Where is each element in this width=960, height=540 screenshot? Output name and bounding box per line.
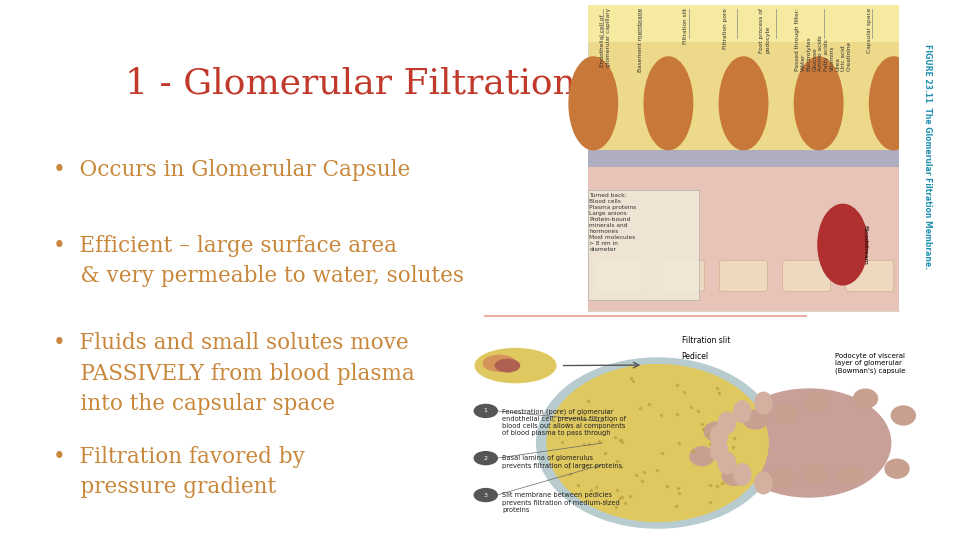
Text: Basement membrane: Basement membrane — [638, 8, 643, 72]
FancyBboxPatch shape — [588, 190, 699, 300]
Circle shape — [474, 404, 497, 417]
Ellipse shape — [733, 401, 751, 422]
Text: Fenestration (pore) of glomerular
endothelial cell; prevents filtration of
blood: Fenestration (pore) of glomerular endoth… — [502, 408, 626, 436]
Ellipse shape — [728, 389, 891, 497]
FancyBboxPatch shape — [720, 260, 768, 292]
Text: Filtration slit: Filtration slit — [683, 8, 687, 44]
Ellipse shape — [483, 355, 516, 372]
Ellipse shape — [710, 439, 728, 461]
Ellipse shape — [710, 426, 728, 447]
Ellipse shape — [547, 364, 768, 521]
Ellipse shape — [885, 459, 909, 478]
FancyBboxPatch shape — [588, 164, 899, 310]
Text: Passed through filter:
Water
Electrolytes
Glucose
Amino acids
Fatty acids
Vitami: Passed through filter: Water Electrolyte… — [795, 8, 852, 71]
Ellipse shape — [839, 466, 863, 485]
FancyBboxPatch shape — [588, 5, 899, 42]
Ellipse shape — [475, 349, 556, 382]
Text: Capsular space: Capsular space — [867, 8, 872, 53]
Text: 3: 3 — [484, 492, 488, 497]
Text: FIGURE 23.11  The Glomerular Filtration Membrane.: FIGURE 23.11 The Glomerular Filtration M… — [923, 44, 932, 269]
Ellipse shape — [794, 57, 843, 150]
Ellipse shape — [770, 468, 794, 487]
Text: Slit membrane between pedicles
prevents filtration of medium-sized
proteins: Slit membrane between pedicles prevents … — [502, 492, 620, 513]
Text: •  Filtration favored by
    pressure gradient: • Filtration favored by pressure gradien… — [53, 446, 304, 498]
FancyBboxPatch shape — [470, 324, 941, 529]
Ellipse shape — [495, 359, 519, 372]
Ellipse shape — [718, 412, 735, 434]
Ellipse shape — [755, 472, 772, 494]
Text: Foot process of
podocyte: Foot process of podocyte — [759, 8, 770, 53]
Text: 1 - Glomerular Filtration: 1 - Glomerular Filtration — [125, 67, 576, 100]
Ellipse shape — [755, 392, 772, 414]
Text: 2: 2 — [484, 456, 488, 461]
FancyBboxPatch shape — [899, 5, 935, 310]
Ellipse shape — [743, 410, 767, 429]
Ellipse shape — [722, 467, 746, 485]
Text: Filtration slit: Filtration slit — [682, 336, 730, 345]
FancyBboxPatch shape — [657, 260, 705, 292]
Text: 1: 1 — [484, 408, 488, 414]
Text: •  Efficient – large surface area
    & very permeable to water, solutes: • Efficient – large surface area & very … — [53, 235, 464, 287]
Text: Endothelial cell of
glomerular capillary: Endothelial cell of glomerular capillary — [600, 8, 611, 67]
Text: Podocyte of visceral
layer of glomerular
(Bowman's) capsule: Podocyte of visceral layer of glomerular… — [835, 353, 905, 374]
Ellipse shape — [853, 389, 877, 408]
Ellipse shape — [547, 364, 768, 521]
Circle shape — [474, 451, 497, 464]
Ellipse shape — [704, 422, 728, 441]
Circle shape — [474, 489, 497, 502]
Ellipse shape — [818, 204, 868, 285]
Text: •  Occurs in Glomerular Capsule: • Occurs in Glomerular Capsule — [53, 159, 410, 181]
Ellipse shape — [644, 57, 693, 150]
FancyBboxPatch shape — [593, 260, 641, 292]
FancyBboxPatch shape — [588, 5, 899, 310]
Ellipse shape — [569, 57, 617, 150]
Ellipse shape — [774, 404, 798, 423]
Ellipse shape — [718, 452, 735, 474]
Ellipse shape — [803, 465, 827, 484]
Text: Bloodstream: Bloodstream — [862, 225, 867, 265]
Ellipse shape — [733, 464, 751, 485]
Text: •  Fluids and small solutes move
    PASSIVELY from blood plasma
    into the ca: • Fluids and small solutes move PASSIVEL… — [53, 332, 415, 415]
Text: Filtration pore: Filtration pore — [723, 8, 728, 49]
Ellipse shape — [870, 57, 918, 150]
Text: Pedicel: Pedicel — [682, 352, 708, 361]
Text: Basal lamina of glomerulus
prevents filtration of larger proteins: Basal lamina of glomerulus prevents filt… — [502, 455, 622, 469]
Ellipse shape — [690, 447, 714, 465]
FancyBboxPatch shape — [588, 150, 899, 167]
FancyBboxPatch shape — [846, 260, 894, 292]
FancyBboxPatch shape — [782, 260, 830, 292]
Ellipse shape — [537, 358, 779, 528]
Ellipse shape — [891, 406, 915, 425]
Ellipse shape — [804, 393, 828, 412]
Ellipse shape — [719, 57, 768, 150]
Text: Turned back:
Blood cells
Plasma proteins
Large anions
Protein-bound
minerals and: Turned back: Blood cells Plasma proteins… — [589, 193, 636, 252]
